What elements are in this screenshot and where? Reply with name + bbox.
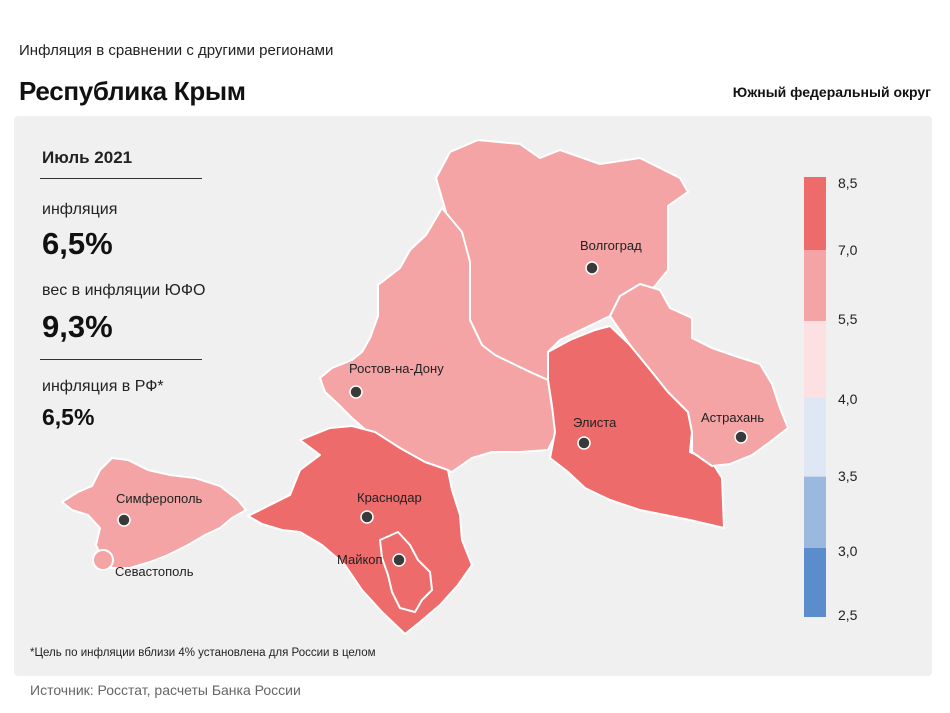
legend-tick-7: 2,5 [838,607,858,623]
legend-band-1 [804,177,826,250]
city-label-volgograd: Волгоград [580,238,642,253]
footnote: *Цель по инфляции вблизи 4% установлена … [30,647,376,659]
inflation-label: инфляция [42,201,118,218]
district-label: Южный федеральный округ [732,84,931,100]
legend-band-3 [804,321,826,398]
chart-subtitle: Инфляция в сравнении с другими регионами [19,42,334,59]
legend-color-scale [804,177,826,617]
legend-tick-4: 4,0 [838,391,858,407]
rf-inflation-label: инфляция в РФ* [42,378,164,395]
city-label-rostov: Ростов-на-Дону [349,361,444,376]
legend-band-2 [804,250,826,321]
city-label-maykop: Майкоп [337,552,383,567]
legend-band-5 [804,476,826,477]
region-adygea[interactable] [379,531,433,613]
city-marker-simferopol[interactable] [117,513,131,527]
legend-tick-3: 5,5 [838,311,858,327]
region-sevastopol[interactable] [92,549,114,571]
weight-label: вес в инфляции ЮФО [42,282,206,299]
city-label-sevastopol: Севастополь [115,564,194,579]
city-marker-rostov[interactable] [349,385,363,399]
legend-tick-5: 3,5 [838,468,858,484]
divider-top [40,178,202,179]
city-label-elista: Элиста [573,415,617,430]
rf-inflation-value: 6,5% [42,404,95,430]
region-kalmykia[interactable] [547,325,725,529]
city-marker-volgograd[interactable] [585,261,599,275]
source-note: Источник: Росстат, расчеты Банка России [30,682,301,698]
legend-band-4 [804,398,826,476]
legend-band-7 [804,548,826,617]
period-label: Июль 2021 [42,148,133,167]
city-label-krasnodar: Краснодар [357,490,422,505]
city-marker-astrakhan[interactable] [734,430,748,444]
city-marker-maykop[interactable] [392,553,406,567]
page-title: Республика Крым [19,76,246,106]
region-crimea[interactable] [61,457,247,569]
divider-bottom [40,359,202,360]
city-label-astrakhan: Астрахань [701,410,764,425]
city-marker-elista[interactable] [577,436,591,450]
legend-band-6 [804,477,826,548]
legend-tick-6: 3,0 [838,543,858,559]
city-marker-krasnodar[interactable] [360,510,374,524]
region-astrakhan[interactable] [609,283,789,467]
legend-tick-2: 7,0 [838,242,858,258]
weight-value: 9,3% [42,309,113,344]
inflation-value: 6,5% [42,226,113,261]
city-label-simferopol: Симферополь [116,491,203,506]
legend-tick-1: 8,5 [838,175,858,191]
